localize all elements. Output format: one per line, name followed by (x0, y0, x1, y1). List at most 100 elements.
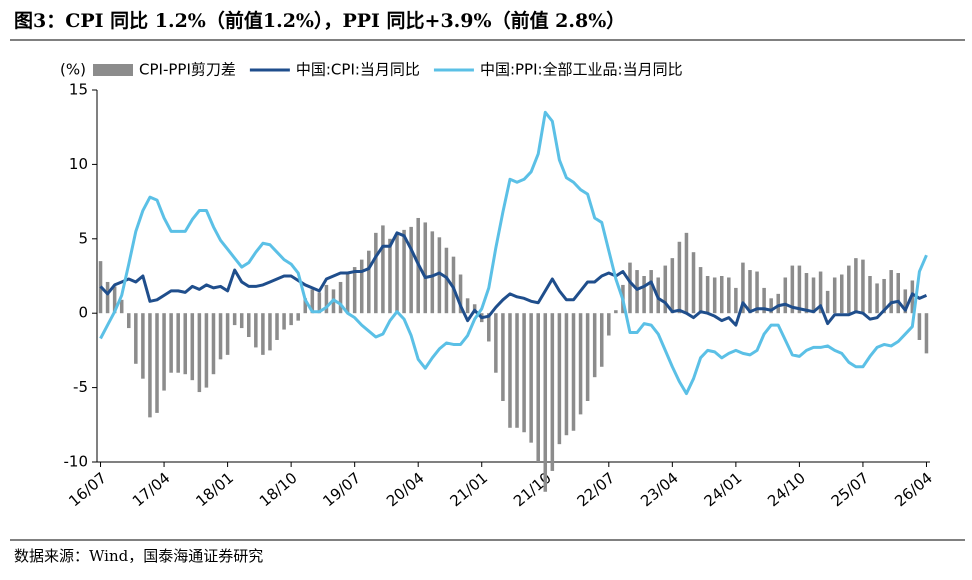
bar (847, 265, 851, 314)
bar (289, 313, 293, 326)
bar (818, 271, 823, 314)
bar (197, 313, 202, 393)
bar (388, 238, 392, 314)
bar (381, 225, 385, 314)
x-tick-label: 19/07 (319, 469, 364, 511)
bar (239, 313, 244, 329)
x-tick-label: 16/07 (65, 469, 110, 511)
y-tick-label: 5 (78, 229, 88, 247)
chart-title: 图3：CPI 同比 1.2%（前值1.2%），PPI 同比+3.9%（前值 2.… (14, 9, 625, 32)
bar (190, 313, 195, 381)
bar (557, 313, 562, 445)
bar (585, 313, 590, 401)
bar (296, 313, 300, 321)
bar (487, 313, 491, 342)
bar (458, 274, 463, 314)
bar (642, 276, 646, 314)
line (99, 231, 928, 327)
bar (762, 287, 766, 314)
bar (599, 313, 604, 367)
bar (797, 265, 802, 314)
bar (225, 313, 230, 355)
bar (112, 286, 117, 314)
bar (861, 259, 865, 314)
legend-swatch (93, 64, 133, 76)
x-tick-label: 21/01 (447, 469, 492, 511)
x-tick-label: 18/01 (192, 469, 237, 511)
bar (402, 229, 406, 314)
bar (303, 298, 308, 314)
bar (592, 313, 597, 378)
bar (247, 313, 251, 338)
y-tick-label: 15 (69, 81, 88, 99)
bar (719, 276, 724, 314)
bar (119, 299, 124, 314)
bar (564, 313, 569, 436)
bar (903, 289, 908, 314)
bar (924, 313, 929, 354)
bar (204, 313, 209, 388)
bar (176, 313, 180, 373)
bar (550, 313, 555, 471)
bar (712, 277, 717, 314)
bar (776, 293, 780, 314)
bar (705, 276, 710, 314)
bar (501, 313, 505, 401)
bar (367, 250, 371, 314)
bar (811, 277, 816, 314)
x-tick-label: 21/10 (510, 469, 555, 511)
legend-label: CPI-PPI剪刀差 (139, 61, 236, 79)
bar (324, 284, 329, 314)
legend-label: 中国:CPI:当月同比 (296, 61, 420, 79)
bar (875, 283, 879, 314)
bar (282, 313, 286, 330)
bar (254, 313, 258, 348)
y-tick-label: 0 (78, 304, 88, 322)
y-tick-label: 10 (69, 155, 88, 173)
bar (635, 270, 639, 314)
bar (162, 313, 166, 391)
x-tick-label: 18/10 (256, 469, 301, 511)
bar (437, 237, 442, 314)
bar (889, 270, 893, 314)
bar (769, 298, 773, 314)
bar (261, 313, 265, 355)
x-tick-label: 26/04 (891, 469, 936, 511)
bar (345, 273, 350, 314)
bar (430, 231, 435, 314)
bar (917, 313, 922, 340)
bar (684, 232, 689, 314)
bar (663, 265, 668, 314)
bar (614, 310, 618, 314)
bar (896, 273, 900, 314)
bar (423, 222, 428, 314)
bar (748, 270, 752, 314)
y-tick-label: -10 (64, 453, 89, 471)
bar (134, 313, 138, 364)
bar (578, 313, 583, 415)
bar (755, 271, 759, 314)
bar (783, 277, 788, 314)
bar (536, 313, 540, 462)
bar (395, 234, 399, 314)
bar (232, 313, 237, 326)
bar (790, 265, 795, 314)
bar (141, 313, 145, 379)
bar (310, 289, 315, 314)
bar (804, 273, 809, 314)
bar (543, 313, 548, 492)
bar (854, 258, 858, 314)
bar (317, 292, 322, 314)
bar (515, 313, 519, 428)
bar (698, 267, 703, 314)
bar (374, 232, 378, 314)
bar (649, 270, 653, 314)
bar (444, 247, 449, 314)
bar (465, 298, 470, 314)
bar (825, 290, 830, 314)
bar (607, 313, 611, 336)
legend-label: 中国:PPI:全部工业品:当月同比 (480, 61, 683, 79)
bar (409, 226, 413, 314)
bar (832, 277, 837, 314)
